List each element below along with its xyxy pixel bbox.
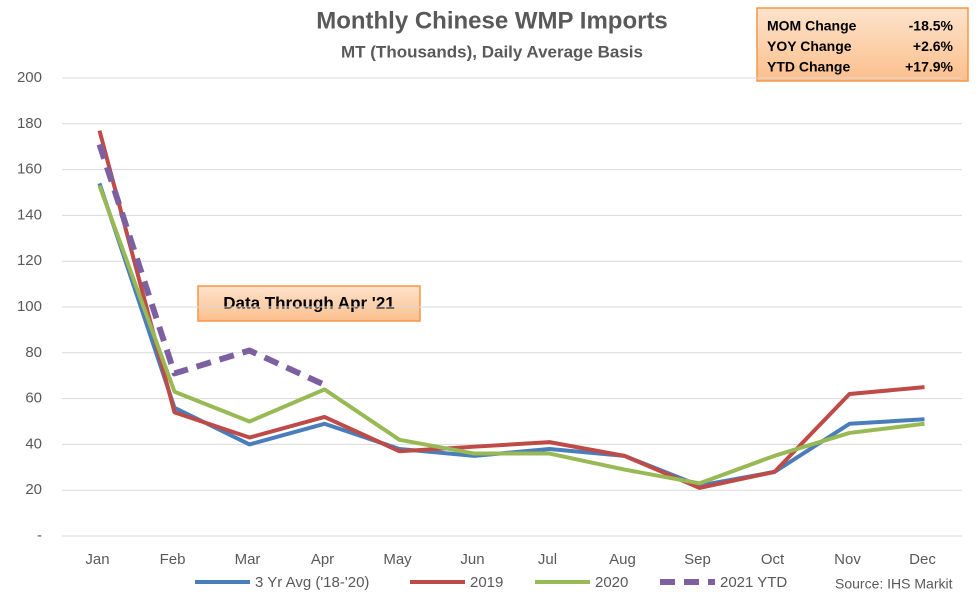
y-tick-label: 100	[17, 298, 42, 315]
stat-label: YTD Change	[767, 59, 850, 75]
x-tick-label: Jun	[460, 551, 484, 568]
chart-subtitle: MT (Thousands), Daily Average Basis	[341, 42, 643, 61]
source: Source: IHS Markit	[835, 576, 953, 592]
x-tick-label: Feb	[160, 551, 186, 568]
chart-title: Monthly Chinese WMP Imports	[316, 7, 668, 34]
y-tick-label: 180	[17, 115, 42, 132]
series-line	[96, 143, 326, 388]
stats-box	[756, 7, 969, 82]
x-tick-label: Jul	[538, 551, 557, 568]
y-tick-label: 60	[25, 390, 42, 407]
series-line	[97, 184, 925, 486]
y-tick-label: 160	[17, 161, 42, 178]
stat-label: MOM Change	[767, 18, 857, 34]
y-tick-label: 140	[17, 206, 42, 223]
x-tick-label: Oct	[761, 551, 785, 568]
y-tick-label: 200	[17, 69, 42, 86]
y-tick-label: 40	[25, 435, 42, 452]
y-tick-label: 20	[25, 481, 42, 498]
stat-value: -18.5%	[909, 18, 954, 34]
annotation: Data Through Apr '21	[223, 293, 395, 312]
annotation-box	[197, 285, 421, 322]
stat-value: +17.9%	[905, 59, 953, 75]
legend-label: 2020	[595, 574, 628, 591]
series-line	[97, 182, 925, 488]
stat-value: +2.6%	[913, 38, 954, 54]
y-tick-label: -	[37, 527, 42, 544]
legend-label: 2019	[470, 574, 503, 591]
x-tick-label: Mar	[235, 551, 261, 568]
x-tick-label: Sep	[684, 551, 711, 568]
x-tick-label: Aug	[609, 551, 636, 568]
legend-label: 2021 YTD	[720, 574, 787, 591]
x-tick-label: Nov	[834, 551, 861, 568]
y-tick-label: 120	[17, 252, 42, 269]
series-line	[97, 130, 925, 490]
y-tick-label: 80	[25, 344, 42, 361]
x-tick-label: Jan	[85, 551, 109, 568]
x-tick-label: May	[383, 551, 412, 568]
legend-label: 3 Yr Avg ('18-'20)	[255, 574, 369, 591]
x-tick-label: Dec	[909, 551, 936, 568]
x-tick-label: Apr	[311, 551, 334, 568]
stat-label: YOY Change	[767, 38, 852, 54]
